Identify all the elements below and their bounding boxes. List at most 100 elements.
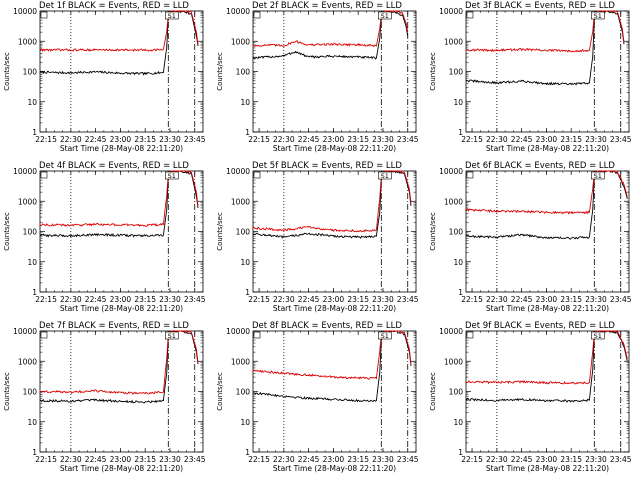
- plot-frame: [465, 170, 630, 293]
- y-tick-label: 10000: [439, 7, 463, 16]
- x-tick-label: 22:30: [273, 455, 295, 464]
- y-tick-label: 10: [240, 98, 250, 107]
- x-tick-label: 22:30: [486, 295, 508, 304]
- x-axis-label: Start Time (28-May-08 22:11:20): [273, 304, 396, 313]
- y-tick-label: 1000: [231, 197, 250, 206]
- x-tick-label: 23:00: [110, 295, 132, 304]
- y-tick-label: 1: [32, 128, 37, 137]
- x-tick-label: 22:30: [273, 295, 295, 304]
- x-tick-label: 22:15: [461, 295, 483, 304]
- x-tick-label: 22:15: [35, 455, 57, 464]
- y-tick-label: 100: [236, 68, 251, 77]
- y-tick-label: 10000: [439, 167, 463, 176]
- x-tick-label: 23:00: [323, 295, 345, 304]
- x-axis-label: Start Time (28-May-08 22:11:20): [60, 304, 183, 313]
- x-tick-label: 22:15: [248, 135, 270, 144]
- y-axis-label: Counts/sec: [3, 212, 11, 251]
- series-line-lld: [466, 10, 625, 53]
- x-tick-label: 23:15: [560, 455, 582, 464]
- x-axis-label: Start Time (28-May-08 22:11:20): [273, 464, 396, 473]
- x-tick-label: 22:45: [85, 455, 107, 464]
- x-tick-label: 23:45: [397, 455, 419, 464]
- x-axis-label: Start Time (28-May-08 22:11:20): [273, 144, 396, 153]
- chart-title: Det 1f BLACK = Events, RED = LLD: [39, 1, 189, 11]
- plot-frame: [252, 170, 417, 293]
- y-axis-label: Counts/sec: [429, 372, 437, 411]
- y-tick-label: 100: [236, 388, 251, 397]
- x-tick-label: 22:45: [298, 135, 320, 144]
- x-tick-label: 23:45: [397, 295, 419, 304]
- saa-flag-box: [591, 11, 605, 20]
- x-tick-label: 22:15: [35, 135, 57, 144]
- saa-flag-box: [165, 171, 179, 180]
- x-tick-label: 23:30: [585, 135, 607, 144]
- x-tick-label: 23:15: [134, 295, 156, 304]
- plot-frame: [39, 170, 204, 293]
- chart-panel-1: Det 1f BLACK = Events, RED = LLD 1 10 100 10…: [3, 1, 206, 153]
- chart-title: Det 9f BLACK = Events, RED = LLD: [465, 321, 615, 331]
- corner-flag-box: [253, 331, 261, 339]
- x-tick-label: 22:15: [35, 295, 57, 304]
- y-axis-label: Counts/sec: [3, 52, 11, 91]
- y-tick-label: 10: [453, 418, 463, 427]
- chart-title: Det 7f BLACK = Events, RED = LLD: [39, 321, 189, 331]
- x-tick-label: 23:15: [347, 135, 369, 144]
- chart-title: Det 2f BLACK = Events, RED = LLD: [252, 1, 402, 11]
- x-tick-label: 23:30: [159, 135, 181, 144]
- y-axis-label: Counts/sec: [429, 212, 437, 251]
- y-axis-label: Counts/sec: [216, 52, 224, 91]
- series-line-events: [39, 170, 199, 238]
- x-axis-label: Start Time (28-May-08 22:11:20): [486, 144, 609, 153]
- chart-title: Det 4f BLACK = Events, RED = LLD: [39, 161, 189, 171]
- x-tick-label: 23:30: [159, 455, 181, 464]
- chart-panel-3: Det 3f BLACK = Events, RED = LLD 1 10 100 10…: [429, 1, 632, 153]
- x-tick-label: 22:15: [461, 455, 483, 464]
- series-line-events: [465, 170, 628, 240]
- y-tick-label: 10000: [13, 7, 37, 16]
- y-tick-label: 100: [23, 68, 38, 77]
- x-tick-label: 23:30: [159, 295, 181, 304]
- x-tick-label: 23:45: [610, 455, 632, 464]
- y-tick-label: 10000: [226, 167, 250, 176]
- corner-flag-box: [466, 11, 474, 19]
- x-tick-label: 22:45: [298, 455, 320, 464]
- saa-flag-label: S1: [594, 332, 602, 340]
- y-tick-label: 100: [449, 68, 464, 77]
- x-tick-label: 23:45: [184, 295, 206, 304]
- y-tick-label: 1: [245, 288, 250, 297]
- y-axis-label: Counts/sec: [216, 212, 224, 251]
- x-axis-label: Start Time (28-May-08 22:11:20): [60, 144, 183, 153]
- x-tick-label: 22:30: [486, 455, 508, 464]
- y-tick-label: 1: [32, 288, 37, 297]
- y-tick-label: 100: [449, 228, 464, 237]
- y-tick-label: 1000: [231, 357, 250, 366]
- x-tick-label: 22:45: [511, 455, 533, 464]
- plot-frame: [465, 330, 630, 453]
- y-tick-label: 10000: [13, 167, 37, 176]
- x-tick-label: 23:00: [110, 135, 132, 144]
- x-tick-label: 22:45: [511, 295, 533, 304]
- saa-flag-label: S1: [381, 332, 389, 340]
- x-tick-label: 23:45: [610, 295, 632, 304]
- chart-panel-9: Det 9f BLACK = Events, RED = LLD 1 10 100 10…: [429, 321, 632, 473]
- chart-title: Det 6f BLACK = Events, RED = LLD: [465, 161, 615, 171]
- saa-flag-box: [378, 11, 392, 20]
- x-tick-label: 22:30: [60, 295, 82, 304]
- series-line-lld: [39, 170, 199, 227]
- x-tick-label: 22:30: [60, 455, 82, 464]
- y-tick-label: 10000: [226, 7, 250, 16]
- y-tick-label: 1000: [444, 37, 463, 46]
- saa-flag-label: S1: [594, 172, 602, 180]
- chart-panel-5: Det 5f BLACK = Events, RED = LLD 1 10 100 10…: [216, 161, 419, 313]
- chart-panel-2: Det 2f BLACK = Events, RED = LLD 1 10 100 10…: [216, 1, 419, 153]
- y-tick-label: 10000: [439, 327, 463, 336]
- series-line-lld: [465, 330, 628, 385]
- saa-flag-label: S1: [381, 172, 389, 180]
- x-tick-label: 23:45: [184, 455, 206, 464]
- y-tick-label: 10: [27, 258, 37, 267]
- saa-flag-label: S1: [168, 12, 176, 20]
- x-tick-label: 22:15: [248, 455, 270, 464]
- y-tick-label: 1000: [444, 197, 463, 206]
- x-tick-label: 23:30: [372, 455, 394, 464]
- y-tick-label: 100: [23, 228, 38, 237]
